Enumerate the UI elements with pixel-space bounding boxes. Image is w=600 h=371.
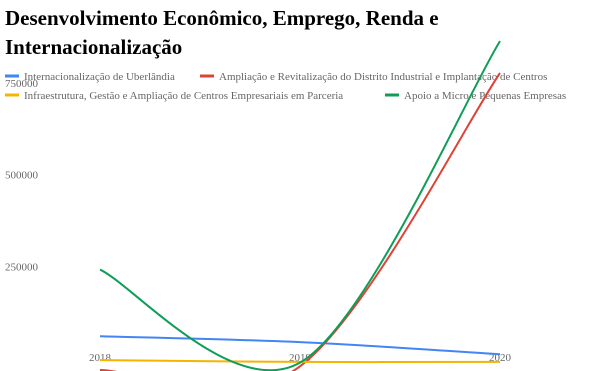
legend-label: Internacionalização de Uberlândia bbox=[24, 71, 175, 83]
chart-title: Desenvolvimento Econômico, Emprego, Rend… bbox=[5, 6, 439, 59]
y-tick-label: 500000 bbox=[5, 170, 39, 182]
series-line bbox=[99, 72, 501, 371]
y-tick-label: 750000 bbox=[5, 78, 39, 90]
legend-label: Ampliação e Revitalização do Distrito In… bbox=[219, 71, 547, 83]
series-line bbox=[99, 335, 501, 356]
series-line bbox=[99, 40, 501, 371]
y-tick-label: 250000 bbox=[5, 261, 39, 273]
x-tick-label: 2018 bbox=[89, 352, 112, 364]
legend-label: Infraestrutura, Gestão e Ampliação de Ce… bbox=[24, 90, 343, 102]
